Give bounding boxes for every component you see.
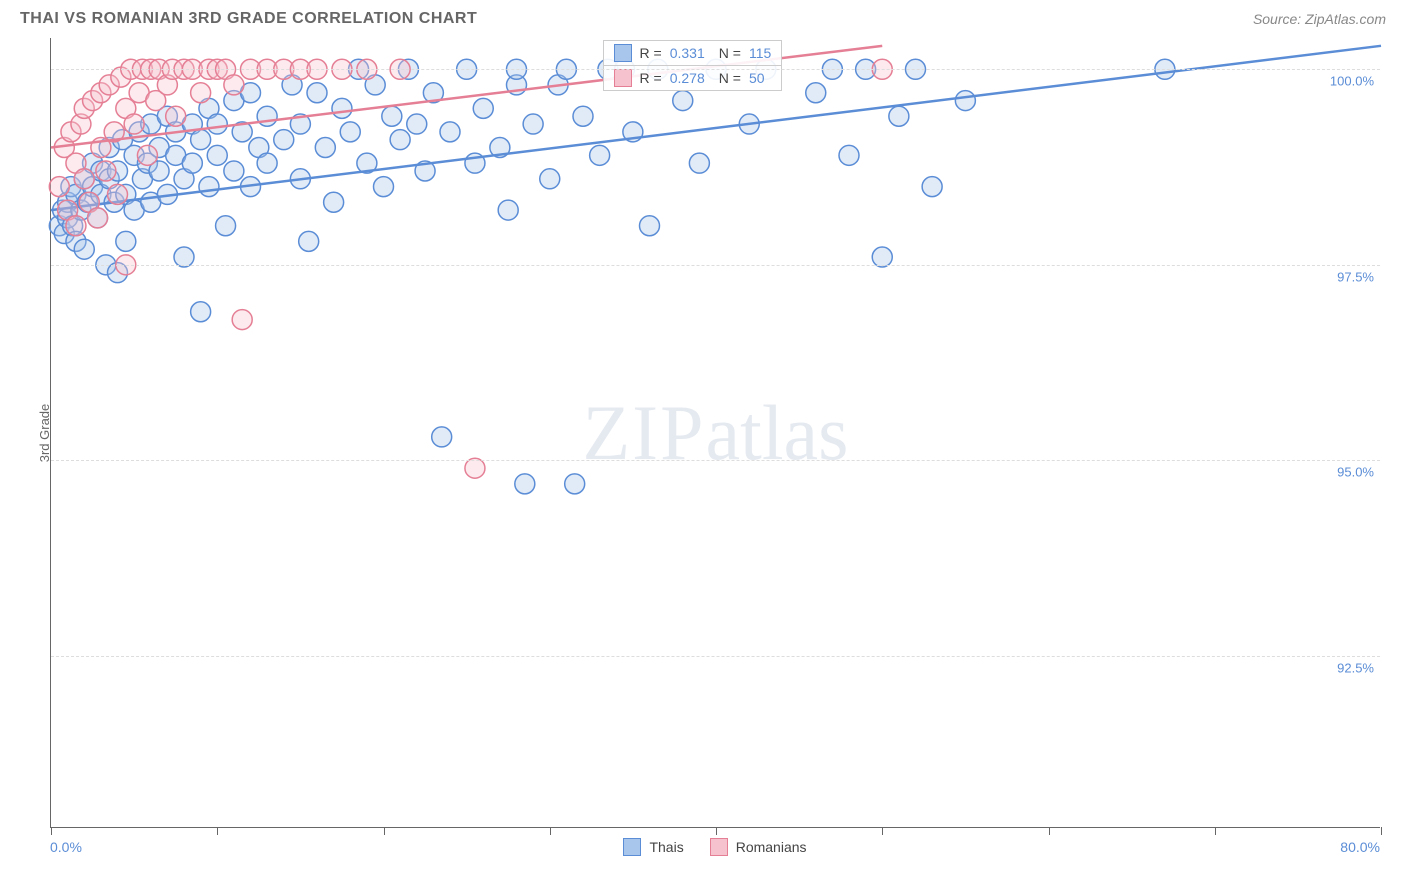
scatter-point <box>806 83 826 103</box>
gridline <box>51 460 1380 461</box>
scatter-point <box>74 169 94 189</box>
scatter-point <box>407 114 427 134</box>
scatter-point <box>590 145 610 165</box>
x-tick <box>550 827 551 835</box>
n-label: N = <box>719 70 741 86</box>
n-label: N = <box>719 45 741 61</box>
scatter-point <box>137 145 157 165</box>
x-tick <box>716 827 717 835</box>
scatter-point <box>573 106 593 126</box>
x-tick <box>1049 827 1050 835</box>
bottom-legend: Thais Romanians <box>623 838 806 856</box>
scatter-point <box>540 169 560 189</box>
scatter-point <box>191 83 211 103</box>
legend-label: Romanians <box>736 839 807 855</box>
scatter-point <box>166 106 186 126</box>
scatter-point <box>340 122 360 142</box>
scatter-point <box>889 106 909 126</box>
scatter-point <box>74 239 94 259</box>
y-tick-label: 95.0% <box>1337 465 1374 480</box>
y-tick-label: 97.5% <box>1337 269 1374 284</box>
scatter-point <box>922 177 942 197</box>
scatter-point <box>257 153 277 173</box>
scatter-point <box>66 216 86 236</box>
y-tick-label: 92.5% <box>1337 660 1374 675</box>
scatter-point <box>565 474 585 494</box>
scatter-point <box>307 83 327 103</box>
scatter-point <box>257 106 277 126</box>
scatter-point <box>232 310 252 330</box>
plot-region: ZIPatlas R =0.331N =115R =0.278N =50 92.… <box>50 38 1380 828</box>
x-min-label: 0.0% <box>50 839 82 855</box>
scatter-point <box>689 153 709 173</box>
n-value: 50 <box>749 70 765 86</box>
scatter-point <box>207 114 227 134</box>
scatter-point <box>382 106 402 126</box>
y-tick-label: 100.0% <box>1330 74 1374 89</box>
scatter-point <box>640 216 660 236</box>
legend-square <box>710 838 728 856</box>
scatter-point <box>955 91 975 111</box>
x-tick <box>217 827 218 835</box>
legend-item: Romanians <box>710 838 807 856</box>
scatter-point <box>673 91 693 111</box>
scatter-point <box>473 98 493 118</box>
x-tick <box>51 827 52 835</box>
scatter-point <box>523 114 543 134</box>
stats-box: R = 0.331 N = 115 R = 0.278 N = 50 <box>603 40 783 91</box>
legend-item: Thais <box>623 838 683 856</box>
scatter-point <box>199 177 219 197</box>
scatter-point <box>224 161 244 181</box>
r-value: 0.331 <box>670 45 705 61</box>
bottom-row: 0.0% Thais Romanians 80.0% <box>50 838 1380 856</box>
scatter-point <box>182 153 202 173</box>
r-label: R = <box>640 45 662 61</box>
scatter-point <box>515 474 535 494</box>
scatter-point <box>108 184 128 204</box>
x-tick <box>1381 827 1382 835</box>
x-tick <box>384 827 385 835</box>
legend-square <box>614 44 632 62</box>
chart-source: Source: ZipAtlas.com <box>1253 11 1386 27</box>
scatter-point <box>332 98 352 118</box>
chart-header: THAI VS ROMANIAN 3RD GRADE CORRELATION C… <box>0 0 1406 34</box>
scatter-point <box>224 75 244 95</box>
scatter-point <box>432 427 452 447</box>
scatter-point <box>390 130 410 150</box>
x-max-label: 80.0% <box>1340 839 1380 855</box>
x-tick <box>1215 827 1216 835</box>
legend-label: Thais <box>649 839 683 855</box>
scatter-point <box>324 192 344 212</box>
r-label: R = <box>640 70 662 86</box>
gridline <box>51 265 1380 266</box>
r-value: 0.278 <box>670 70 705 86</box>
scatter-point <box>839 145 859 165</box>
plot-svg <box>51 38 1380 827</box>
scatter-point <box>274 130 294 150</box>
legend-square <box>614 69 632 87</box>
scatter-point <box>124 114 144 134</box>
gridline <box>51 656 1380 657</box>
scatter-point <box>191 302 211 322</box>
scatter-point <box>191 130 211 150</box>
chart-area: 3rd Grade ZIPatlas R =0.331N =115R =0.27… <box>50 38 1380 828</box>
chart-title: THAI VS ROMANIAN 3RD GRADE CORRELATION C… <box>20 10 477 28</box>
scatter-point <box>116 231 136 251</box>
x-tick <box>882 827 883 835</box>
legend-square <box>623 838 641 856</box>
scatter-point <box>440 122 460 142</box>
scatter-point <box>374 177 394 197</box>
scatter-point <box>88 208 108 228</box>
scatter-point <box>49 177 69 197</box>
scatter-point <box>216 216 236 236</box>
n-value: 115 <box>749 45 771 61</box>
scatter-point <box>315 138 335 158</box>
scatter-point <box>207 145 227 165</box>
scatter-point <box>498 200 518 220</box>
stats-row: R = 0.331 N = 115 <box>604 41 782 66</box>
gridline <box>51 69 1380 70</box>
scatter-point <box>299 231 319 251</box>
scatter-point <box>96 161 116 181</box>
